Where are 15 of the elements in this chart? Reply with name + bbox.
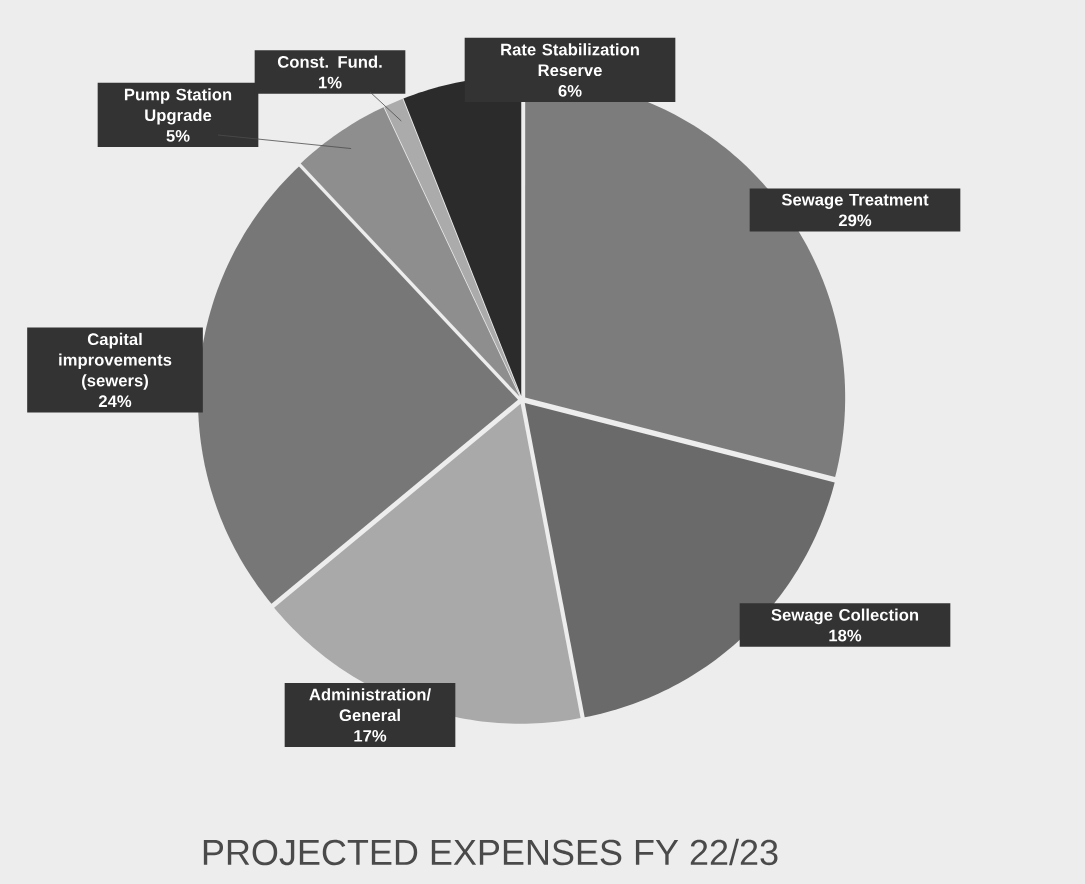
data-label: 18% xyxy=(829,629,862,642)
text: PROJECTED EXPENSES FY 22/23 xyxy=(203,838,778,866)
slice-label: Const. Fund. xyxy=(277,55,382,68)
data-label: 17% xyxy=(354,730,387,742)
slice-label: Pump Station Upgrade xyxy=(124,88,232,125)
slice-label: Capital improvements (sewers) xyxy=(59,332,172,390)
slice-label: Sewage Treatment xyxy=(781,193,929,209)
slice-label: Administration/ General xyxy=(309,688,431,722)
data-label: 6% xyxy=(558,84,582,97)
slice-label: Sewage Collection xyxy=(771,608,919,625)
data-label: 5% xyxy=(166,130,190,142)
data-label: 24% xyxy=(98,395,132,408)
data-label: 1% xyxy=(319,76,342,89)
slice-label: Rate Stabilization Reserve xyxy=(501,43,639,77)
data-label: 29% xyxy=(838,214,872,227)
